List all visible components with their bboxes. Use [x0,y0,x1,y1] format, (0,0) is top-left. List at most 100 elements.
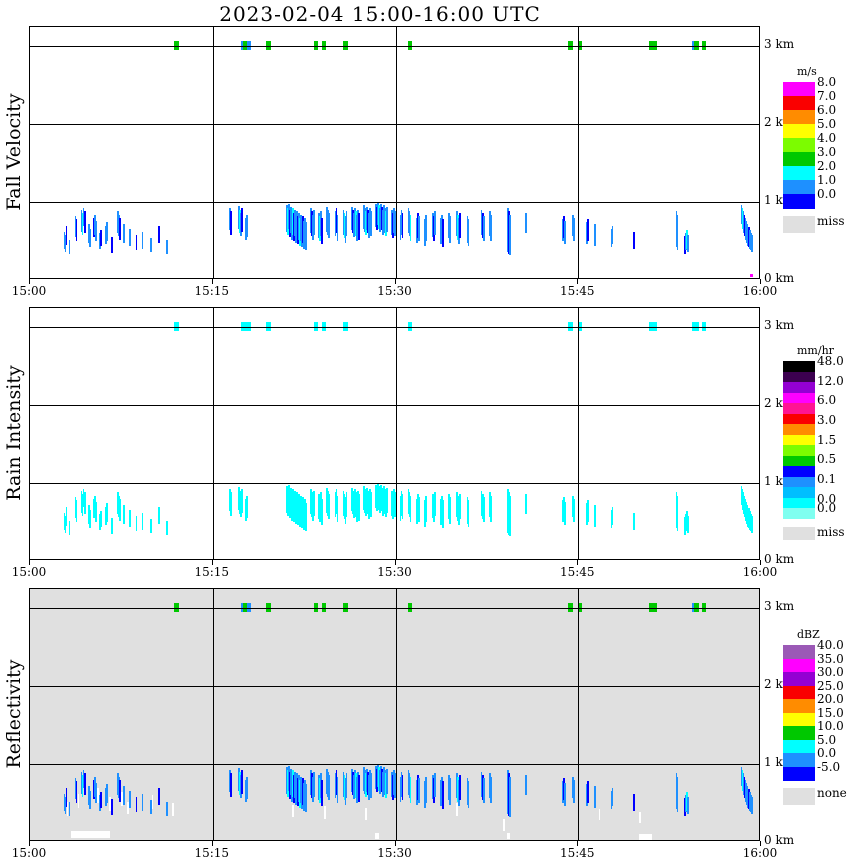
echo-pixel [459,494,462,519]
echo-pixel [129,790,132,808]
echo-pixel [335,208,338,234]
echo-pixel [482,216,485,242]
echo-pixel [400,771,403,797]
echo-pixel [683,798,686,816]
echo-pixel [369,208,371,234]
echo-pixel-top-layer [407,322,412,332]
echo-pixel [352,775,355,800]
echo-pixel [376,768,378,793]
echo-pixel [342,209,345,235]
echo-pixel [228,770,231,793]
x-tick-label: 15:15 [194,846,230,860]
echo-pixel [311,492,313,518]
echo-pixel [356,209,359,235]
echo-pixel [564,782,566,807]
colorbar-tick-label: 8.0 [817,75,837,89]
echo-pixel [383,486,386,510]
colorbar-tick-label: 48.0 [817,354,844,368]
x-tick-label: 15:45 [559,284,595,298]
missing-sample-pixel [90,831,93,839]
echo-pixel-top-layer [653,603,658,613]
echo-pixel [230,492,232,516]
colorbar-tick-label: 20.0 [817,692,844,706]
echo-pixel [301,781,303,810]
missing-sample-pixel [100,831,102,839]
echo-pixel [319,497,322,523]
echo-pixel [351,490,354,515]
missing-sample-pixel [71,831,74,839]
echo-pixel [392,213,395,238]
echo-pixel [310,489,312,515]
y-tick-label: 0 km [764,552,795,566]
echo-pixel [300,495,302,523]
colorbar-tick-label: 35.0 [817,651,844,666]
missing-sample-pixel [598,809,601,821]
echo-pixel [94,501,97,523]
echo-pixel [676,214,679,251]
echo-pixel [344,497,347,524]
x-tick-mark [760,560,761,565]
echo-pixel [87,785,90,805]
missing-sample-pixel [84,831,87,839]
echo-pixel [433,778,435,804]
echo-pixel [400,490,403,516]
x-tick-label: 15:00 [11,284,47,298]
x-tick-mark [577,841,578,846]
echo-pixel [382,771,384,797]
echo-pixel [507,208,509,252]
echo-pixel [354,211,357,237]
echo-pixel [166,239,168,254]
echo-pixel [299,217,301,246]
y-tick-label: 0 km [764,271,795,285]
echo-pixel [350,206,353,231]
echo-pixel [394,492,397,518]
echo-pixel [750,515,753,533]
echo-pixel [456,492,459,518]
echo-pixel [352,213,355,238]
echo-pixel [466,497,469,524]
echo-pixel [65,787,68,807]
echo-pixel [239,771,241,796]
missing-sample-pixel [77,831,80,839]
echo-pixel [75,219,78,242]
echo-pixel [742,211,745,234]
missing-sample-pixel [503,818,505,832]
echo-pixel [379,208,381,232]
missing-sample-pixel [648,834,650,840]
echo-pixel [319,778,322,804]
echo-pixel [685,792,688,811]
x-tick-mark [212,560,213,565]
missing-sample-pixel [85,831,88,839]
echo-pixel-top-layer [175,322,180,332]
echo-pixel [342,490,345,516]
colorbar-band [783,424,815,435]
colorbar-tick-label: 3.0 [817,145,837,159]
echo-pixel [297,497,299,526]
missing-sample-pixel [291,804,294,818]
echo-pixel [290,211,293,240]
echo-pixel-top-layer [695,41,699,51]
echo-pixel [442,500,444,529]
echo-pixel [157,787,160,806]
echo-pixel [587,219,590,242]
echo-pixel [393,489,396,515]
colorbar-band [783,712,815,727]
echo-pixel [364,208,366,232]
echo-pixel [328,494,331,519]
colorbar-tick-label: 5.0 [817,732,837,747]
echo-pixel-top-layer [322,322,327,332]
colorbar-tick-label: 12.0 [817,373,844,388]
echo-pixel [377,202,379,226]
echo-pixel [587,500,590,523]
echo-pixel-top-layer [322,603,327,613]
echo-pixel [80,209,83,232]
gridline-horizontal-1km [30,483,759,484]
echo-pixel [747,789,750,810]
echo-pixel [88,228,91,248]
echo-pixel [562,219,564,242]
colorbar-band [783,152,815,167]
gridline-vertical [578,27,579,278]
echo-pixel [381,768,383,793]
echo-pixel [149,518,152,533]
colorbar-tick-label: 7.0 [817,89,837,103]
